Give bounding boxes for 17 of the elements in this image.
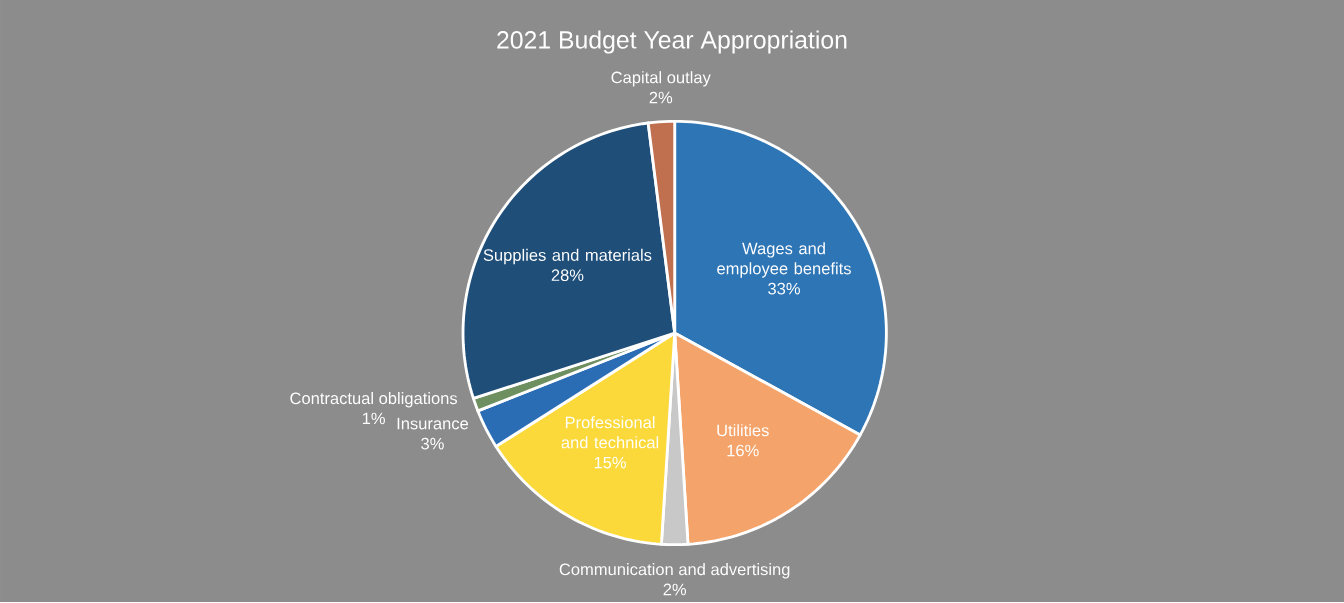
slice-label: Supplies and materials bbox=[483, 248, 652, 265]
data-label: 2% bbox=[649, 91, 673, 104]
data-label: 16% bbox=[727, 444, 759, 457]
slice-label: Communication and advertising bbox=[559, 563, 790, 579]
data-label: 15% bbox=[594, 456, 626, 469]
slice-label: Insurance bbox=[397, 417, 469, 430]
slice-label: Contractual obligations bbox=[290, 392, 458, 408]
data-label: 2% bbox=[663, 583, 687, 596]
data-label: 33% bbox=[768, 282, 800, 295]
slice-label: Capital outlay bbox=[611, 71, 711, 87]
slice-label: Utilities bbox=[717, 424, 769, 437]
slice-label: Professional and technical bbox=[561, 416, 659, 449]
data-label: 3% bbox=[421, 437, 444, 450]
data-label: 1% bbox=[362, 412, 385, 425]
slice-label: Wages and employee benefits bbox=[717, 242, 851, 278]
data-label: 28% bbox=[551, 269, 584, 281]
chart-title: 2021 Budget Year Appropriation bbox=[497, 30, 847, 54]
